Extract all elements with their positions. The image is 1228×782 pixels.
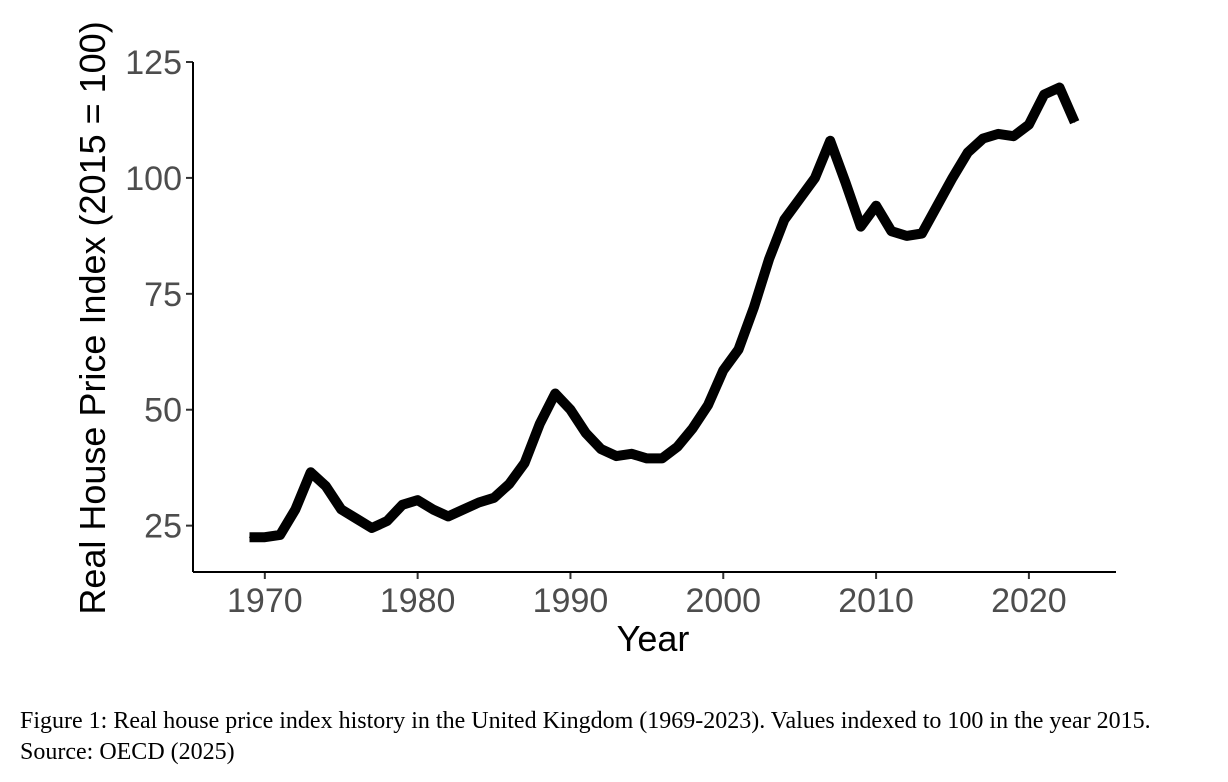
data-point-1980 bbox=[417, 499, 419, 501]
data-point-2020 bbox=[1028, 124, 1030, 126]
data-point-1979 bbox=[401, 504, 403, 506]
data-point-1977 bbox=[371, 527, 373, 529]
figure-caption: Figure 1: Real house price index history… bbox=[20, 708, 1151, 765]
y-tick-label: 75 bbox=[144, 276, 182, 314]
data-point-1986 bbox=[508, 483, 510, 485]
y-tick-label: 50 bbox=[144, 392, 182, 430]
data-point-1970 bbox=[264, 536, 266, 538]
data-point-2013 bbox=[921, 233, 923, 234]
data-point-1984 bbox=[478, 502, 480, 503]
series-line bbox=[249, 82, 1080, 543]
x-tick-label: 1970 bbox=[227, 582, 303, 620]
data-point-1975 bbox=[340, 508, 342, 510]
data-point-2009 bbox=[860, 226, 862, 228]
data-point-1981 bbox=[432, 508, 434, 510]
data-point-1972 bbox=[294, 508, 296, 510]
data-point-1997 bbox=[676, 446, 678, 448]
data-point-1987 bbox=[524, 462, 526, 464]
data-point-1999 bbox=[707, 404, 709, 406]
x-tick-label: 2000 bbox=[685, 582, 761, 620]
data-point-2022 bbox=[1059, 87, 1060, 88]
data-point-2011 bbox=[890, 230, 892, 232]
data-point-1973 bbox=[310, 471, 312, 473]
data-point-1996 bbox=[661, 457, 663, 459]
x-tick-label: 2010 bbox=[838, 582, 914, 620]
y-axis-title: Real House Price Index (2015 = 100) bbox=[72, 21, 113, 614]
x-axis-title: Year bbox=[617, 618, 690, 659]
data-point-2002 bbox=[753, 307, 755, 309]
data-point-2000 bbox=[722, 369, 724, 371]
x-tick-label: 1980 bbox=[380, 582, 456, 620]
data-point-2021 bbox=[1043, 94, 1045, 95]
data-point-1995 bbox=[646, 457, 648, 459]
y-axis-ticks: 25 50 75 100 125 bbox=[125, 44, 193, 546]
data-point-1989 bbox=[554, 393, 556, 394]
data-point-2014 bbox=[936, 205, 938, 207]
data-point-2007 bbox=[829, 140, 831, 142]
data-point-2001 bbox=[738, 349, 739, 350]
series-layer bbox=[249, 82, 1080, 543]
data-point-2015 bbox=[952, 177, 953, 179]
data-point-2008 bbox=[845, 182, 846, 183]
data-point-2010 bbox=[875, 205, 877, 207]
data-point-2019 bbox=[1013, 135, 1015, 137]
data-point-1988 bbox=[539, 423, 541, 425]
data-point-1998 bbox=[692, 427, 694, 429]
y-tick-label: 25 bbox=[144, 508, 182, 546]
data-point-2004 bbox=[783, 219, 785, 221]
data-point-1991 bbox=[585, 432, 587, 434]
data-point-1993 bbox=[615, 455, 617, 457]
data-point-1974 bbox=[325, 485, 327, 487]
x-tick-label: 2020 bbox=[991, 582, 1067, 620]
data-point-2006 bbox=[814, 177, 816, 179]
data-point-1976 bbox=[356, 518, 357, 520]
data-point-1971 bbox=[279, 534, 281, 536]
data-point-1969 bbox=[249, 536, 250, 538]
data-point-1983 bbox=[463, 508, 464, 510]
y-tick-label: 100 bbox=[125, 160, 182, 198]
data-point-1978 bbox=[386, 520, 388, 522]
x-axis-ticks: 1970 1980 1990 2000 2010 2020 bbox=[227, 572, 1067, 620]
x-tick-label: 1990 bbox=[533, 582, 609, 620]
data-point-1990 bbox=[570, 409, 571, 411]
data-point-2023 bbox=[1074, 121, 1076, 123]
data-point-1994 bbox=[631, 453, 633, 455]
data-point-2003 bbox=[768, 258, 770, 260]
data-point-2012 bbox=[906, 235, 908, 237]
data-point-2018 bbox=[997, 133, 999, 135]
data-point-1982 bbox=[447, 515, 449, 517]
data-point-2017 bbox=[982, 138, 984, 139]
data-point-1992 bbox=[600, 448, 602, 450]
line-chart: 25 50 75 100 125 1970 1980 1990 2000 2010 2020 Ye… bbox=[72, 21, 1116, 659]
data-point-2016 bbox=[967, 151, 969, 153]
y-tick-label: 125 bbox=[125, 44, 182, 82]
data-point-2005 bbox=[799, 198, 801, 200]
data-point-1985 bbox=[493, 497, 495, 499]
